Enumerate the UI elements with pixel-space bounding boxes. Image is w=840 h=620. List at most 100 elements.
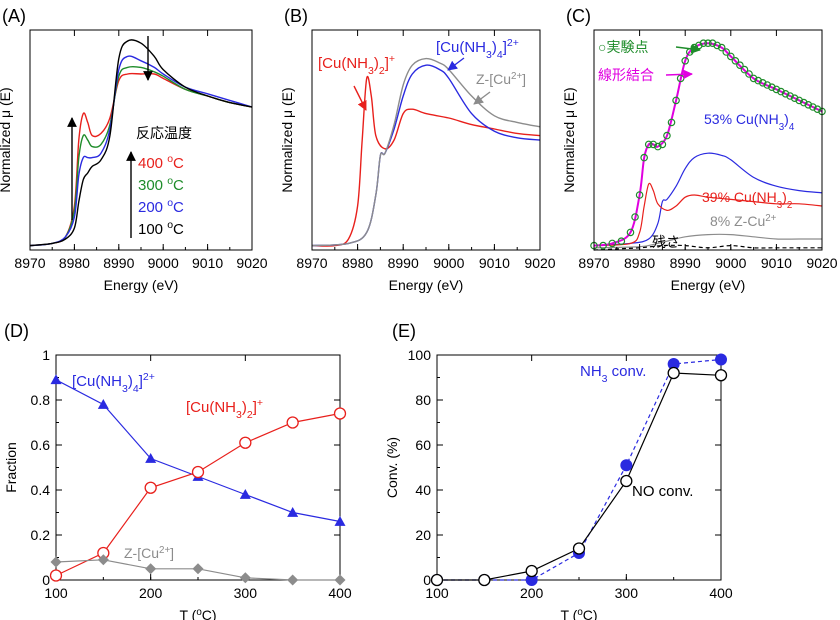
annotation-part: ] bbox=[139, 373, 143, 390]
annotation-part: [Cu(NH bbox=[436, 39, 486, 56]
annotation-part: ] bbox=[385, 55, 389, 72]
annotation-39-cu-nh3-2: 39% Cu(NH3)2 bbox=[702, 189, 792, 211]
experimental-point bbox=[704, 39, 712, 48]
annotation-z-cu: Z-[Cu2+] bbox=[476, 71, 526, 88]
legend-arrow-fit bbox=[665, 69, 693, 80]
annotation-8-z-cu: 8% Z-Cu2+ bbox=[710, 213, 777, 230]
x-tick-label: 8990 bbox=[670, 255, 701, 271]
data-point-cu-nh3-2 bbox=[333, 407, 347, 420]
experimental-point bbox=[644, 140, 653, 149]
annotation-residual: 残さ bbox=[652, 234, 680, 250]
y-axis-label: Normalized μ (E) bbox=[0, 87, 13, 192]
annotation-part: 53% Cu(NH bbox=[704, 111, 779, 127]
annotation-part: 4 bbox=[497, 49, 503, 61]
legend-experimental: ○実験点 bbox=[598, 39, 648, 55]
experimental-point bbox=[795, 96, 804, 105]
annotation-cu-nh3-4: [Cu(NH3)4]2+ bbox=[72, 371, 155, 395]
experimental-point bbox=[754, 76, 762, 85]
x-tick-label: 100 bbox=[425, 585, 449, 601]
y-tick-label: 60 bbox=[415, 437, 431, 453]
legend-entry-100-c: 100 oC bbox=[138, 219, 184, 238]
annotation-part: 3 bbox=[368, 65, 374, 77]
experimental-point bbox=[663, 131, 671, 140]
annotation-part: C bbox=[173, 177, 184, 194]
data-point-cu-nh3-2 bbox=[144, 481, 157, 494]
annotation-part: o bbox=[167, 175, 173, 187]
annotation-part: conv. bbox=[608, 363, 647, 380]
data-point-cu-nh3-4-2 bbox=[50, 374, 62, 385]
annotation-part: NO conv. bbox=[632, 483, 693, 500]
linear-combination-fit bbox=[593, 42, 823, 247]
x-tick-label: 8990 bbox=[103, 255, 134, 271]
experimental-point bbox=[740, 65, 749, 74]
panel-c: (C) 8970 8980 8990 9000 9010 9020 Energy (eV) No… bbox=[561, 6, 838, 293]
y-tick-label: 20 bbox=[415, 527, 431, 543]
y-tick-label: 0 bbox=[423, 572, 431, 588]
experimental-point bbox=[790, 94, 799, 103]
annotation-part: [Cu(NH bbox=[72, 373, 122, 390]
experimental-point bbox=[763, 81, 772, 89]
experimental-point bbox=[635, 191, 644, 199]
annotation-nh3-conv: NH3 conv. bbox=[580, 363, 646, 385]
data-point-z-cu2 bbox=[192, 563, 204, 575]
y-tick-label: 0.4 bbox=[31, 482, 51, 498]
pointer-arrow-cu-nh3-2 bbox=[353, 85, 367, 111]
annotation-part: 3 bbox=[236, 409, 242, 421]
data-point-no-conv bbox=[667, 366, 680, 380]
annotation-cu-nh3-4: [Cu(NH3)4]2+ bbox=[436, 37, 519, 61]
annotation-part: 100 bbox=[138, 221, 167, 238]
x-tick-label: 400 bbox=[709, 585, 733, 601]
x-tick-label: 300 bbox=[234, 585, 258, 601]
experimental-point bbox=[768, 83, 776, 92]
annotation-part: 200 bbox=[138, 199, 167, 216]
spectrum-cu-nh3-4-2 bbox=[311, 64, 541, 247]
panel-d: (D) 100 200 300 400 0 0.2 0.4 0.6 0.8 1 T (oC) Fract… bbox=[3, 321, 352, 620]
legend-fit: 線形結合 bbox=[598, 67, 654, 83]
data-point-z-cu2 bbox=[97, 554, 109, 566]
x-tick-label: 8990 bbox=[388, 255, 419, 271]
data-point-z-cu2 bbox=[287, 574, 299, 586]
annotation-cu-nh3-2: [Cu(NH3)2]+ bbox=[318, 53, 395, 77]
experimental-point bbox=[781, 90, 790, 98]
annotation-part: ) bbox=[492, 39, 497, 56]
annotation-part: 4 bbox=[133, 383, 139, 395]
data-point-no-conv bbox=[430, 573, 444, 587]
data-point-cu-nh3-4-2 bbox=[97, 399, 109, 409]
annotation-part: o bbox=[577, 607, 583, 618]
experimental-point bbox=[713, 41, 721, 50]
experimental-point bbox=[722, 48, 731, 56]
spectrum-100-c bbox=[29, 39, 253, 247]
annotation-part: o bbox=[196, 607, 202, 618]
data-point-z-cu2 bbox=[334, 574, 346, 586]
annotation-part: Z-[Cu bbox=[476, 71, 511, 87]
experimental-point bbox=[758, 79, 767, 87]
data-point-z-cu2 bbox=[145, 563, 157, 575]
legend-entry-200-c: 200 oC bbox=[138, 197, 184, 216]
experimental-point bbox=[708, 39, 717, 48]
experimental-point bbox=[608, 239, 617, 248]
annotation-part: 2 bbox=[787, 200, 792, 211]
experimental-point bbox=[667, 118, 676, 127]
data-point-cu-nh3-4-2 bbox=[239, 489, 251, 499]
x-tick-label: 9000 bbox=[433, 255, 464, 271]
panel-e: (E) 100 200 300 400 0 20 40 60 80 100 T (oC) Conv. (… bbox=[384, 321, 733, 620]
x-tick-label: 9020 bbox=[806, 255, 837, 271]
y-axis-label: Conv. (%) bbox=[384, 437, 400, 498]
pointer-arrow-z-cu bbox=[473, 91, 491, 105]
annotation-part: C) bbox=[583, 607, 598, 620]
experimental-point bbox=[672, 96, 680, 105]
x-tick-label: 9010 bbox=[761, 255, 792, 271]
annotation-z-cu: Z-[Cu2+] bbox=[124, 545, 174, 562]
y-tick-label: 1 bbox=[42, 347, 50, 363]
annotation-part: 300 bbox=[138, 177, 167, 194]
x-tick-label: 8970 bbox=[14, 255, 45, 271]
experimental-point bbox=[731, 56, 740, 65]
x-tick-label: 200 bbox=[139, 585, 163, 601]
x-tick-label: 9010 bbox=[192, 255, 223, 271]
annotation-53-cu-nh3-4: 53% Cu(NH3)4 bbox=[704, 111, 795, 133]
annotation-part: 2 bbox=[247, 409, 253, 421]
data-point-cu-nh3-2 bbox=[191, 465, 205, 479]
data-point-no-conv bbox=[525, 564, 538, 578]
data-point-cu-nh3-4-2 bbox=[287, 507, 299, 517]
